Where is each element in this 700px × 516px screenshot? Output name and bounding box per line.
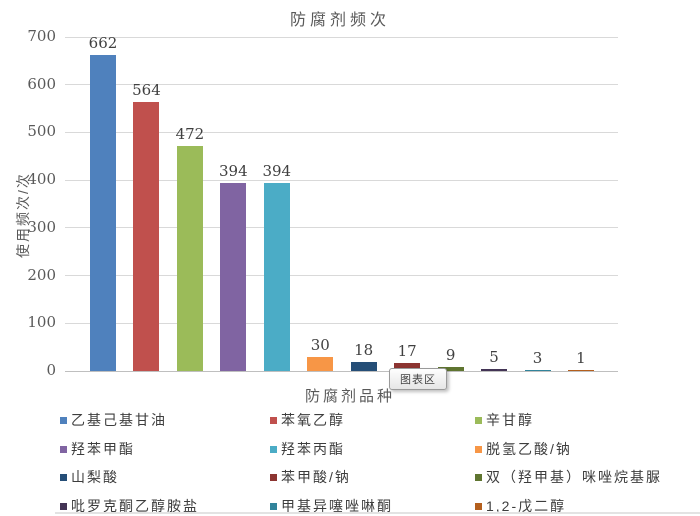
legend-label: 吡罗克酮乙醇胺盐 xyxy=(71,498,199,514)
legend-item[interactable]: 吡罗克酮乙醇胺盐 xyxy=(60,497,199,515)
y-tick-label: 0 xyxy=(46,361,56,379)
x-axis-title: 防腐剂品种 xyxy=(304,388,395,405)
legend-swatch xyxy=(475,416,482,424)
bar-value-label: 30 xyxy=(310,335,330,354)
legend-item[interactable]: 乙基己基甘油 xyxy=(60,411,167,429)
bar-value-label: 17 xyxy=(397,341,417,360)
legend-item[interactable]: 苯氧乙醇 xyxy=(270,411,345,429)
legend-swatch xyxy=(270,473,277,481)
legend-swatch xyxy=(60,502,67,510)
bar-2[interactable] xyxy=(133,101,160,371)
legend-item[interactable]: 辛甘醇 xyxy=(475,411,534,429)
bar-value-label: 472 xyxy=(175,124,205,143)
legend-item[interactable]: 羟苯丙酯 xyxy=(270,440,345,458)
bar-9[interactable] xyxy=(437,366,464,371)
legend-item[interactable]: 苯甲酸/钠 xyxy=(270,468,351,486)
bar-value-label: 3 xyxy=(532,348,543,367)
legend-label: 双（羟甲基）咪唑烷基脲 xyxy=(486,469,662,485)
legend-swatch xyxy=(475,445,482,453)
legend-item[interactable]: 1,2-戊二醇 xyxy=(475,497,566,515)
bar-value-label: 564 xyxy=(132,80,161,99)
bar-1[interactable] xyxy=(90,55,116,371)
legend-label: 脱氢乙酸/钠 xyxy=(486,441,572,457)
gridline xyxy=(65,36,618,38)
y-tick-label: 500 xyxy=(27,122,56,141)
bottom-edge-line xyxy=(55,512,700,514)
gridline xyxy=(65,322,618,324)
bar-4[interactable] xyxy=(220,183,247,371)
bar-12[interactable] xyxy=(567,369,594,371)
legend-label: 羟苯甲酯 xyxy=(71,441,135,457)
chart-title: 防腐剂频次 xyxy=(289,12,390,29)
legend-label: 乙基己基甘油 xyxy=(71,412,167,428)
y-tick-label: 600 xyxy=(27,74,56,93)
bar-5[interactable] xyxy=(263,183,290,371)
bar-8[interactable] xyxy=(394,362,421,371)
legend-swatch xyxy=(270,502,277,510)
legend-item[interactable]: 脱氢乙酸/钠 xyxy=(475,440,572,458)
y-tick-label: 100 xyxy=(27,313,56,332)
gridline xyxy=(65,275,618,277)
chart-area-tooltip: 图表区 xyxy=(389,368,447,390)
legend-label: 辛甘醇 xyxy=(486,412,534,428)
legend-label: 1,2-戊二醇 xyxy=(486,498,567,514)
legend-label: 苯甲酸/钠 xyxy=(281,469,351,485)
legend-swatch xyxy=(270,445,277,453)
gridline xyxy=(65,179,618,181)
legend-swatch xyxy=(60,445,67,453)
x-axis-line xyxy=(65,370,618,372)
legend-label: 羟苯丙酯 xyxy=(281,441,345,457)
bar-value-label: 394 xyxy=(219,162,248,180)
gridline xyxy=(65,131,618,133)
gridline xyxy=(65,227,618,229)
bar-value-label: 394 xyxy=(262,162,292,180)
bar-3[interactable] xyxy=(176,145,203,371)
legend-swatch xyxy=(475,473,482,481)
tooltip-label: 图表区 xyxy=(400,374,436,386)
y-tick-label: 200 xyxy=(27,265,56,284)
legend-label: 山梨酸 xyxy=(71,469,119,485)
bar-7[interactable] xyxy=(350,362,377,371)
bar-value-label: 18 xyxy=(354,341,374,360)
legend-item[interactable]: 羟苯甲酯 xyxy=(60,440,135,458)
legend-swatch xyxy=(60,416,67,424)
legend-label: 苯氧乙醇 xyxy=(281,412,345,428)
legend-swatch xyxy=(270,416,277,424)
bar-value-label: 5 xyxy=(489,347,499,366)
legend-item[interactable]: 双（羟甲基）咪唑烷基脲 xyxy=(475,468,662,486)
y-tick-label: 300 xyxy=(27,217,56,236)
legend-swatch xyxy=(475,502,482,510)
legend-label: 甲基异噻唑啉酮 xyxy=(281,498,393,514)
bar-value-label: 1 xyxy=(576,348,586,367)
legend-item[interactable]: 山梨酸 xyxy=(60,468,119,486)
bar-11[interactable] xyxy=(524,369,551,371)
gridline xyxy=(65,84,618,86)
legend-item[interactable]: 甲基异噻唑啉酮 xyxy=(270,497,393,515)
bar-6[interactable] xyxy=(307,356,334,371)
y-tick-label: 400 xyxy=(27,170,56,189)
y-tick-label: 700 xyxy=(27,27,56,45)
bar-10[interactable] xyxy=(481,368,508,371)
bar-value-label: 662 xyxy=(88,34,118,53)
legend-swatch xyxy=(60,473,67,481)
bar-value-label: 9 xyxy=(445,345,456,364)
